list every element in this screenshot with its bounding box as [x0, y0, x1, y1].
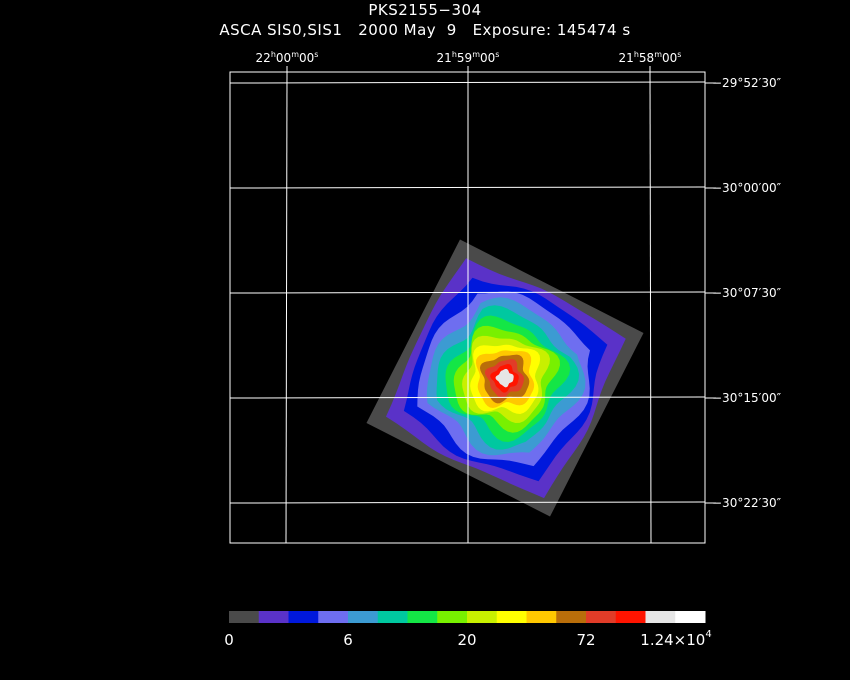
intensity-rings [366, 239, 644, 517]
y-tick-labels: −29°52′30″ −30°00′00″ −30°07′30″ −30°15′00″… [705, 76, 782, 510]
colorbar-swatch [407, 611, 438, 623]
colorbar-swatch [526, 611, 557, 623]
y-tick-label: −30°00′00″ [712, 181, 782, 195]
coordinate-grid [229, 71, 706, 544]
colorbar [229, 611, 706, 623]
colorbar-tick-label: 0 [224, 631, 234, 649]
colorbar-swatch [377, 611, 408, 623]
grid-line-dec [229, 291, 706, 294]
colorbar-swatch [258, 611, 289, 623]
colorbar-swatch [437, 611, 468, 623]
grid-line-ra [649, 71, 652, 544]
colorbar-tick-label: 72 [576, 631, 595, 649]
grid-line-dec [229, 501, 706, 504]
chart-subtitle: ASCA SIS0,SIS1 2000 May 9 Exposure: 1454… [0, 21, 850, 39]
colorbar-swatch [645, 611, 676, 623]
x-tick-label: 21h59m00s [437, 50, 500, 65]
colorbar-swatch [586, 611, 617, 623]
x-tick-labels: 22h00m00s 21h59m00s 21h58m00s [256, 50, 682, 72]
colorbar-tick-label: 1.24×104 [640, 629, 711, 649]
x-tick-label: 21h58m00s [619, 50, 682, 65]
x-tick-label: 22h00m00s [256, 50, 319, 65]
y-tick-label: −30°07′30″ [712, 286, 782, 300]
grid-line-dec [229, 396, 706, 399]
grid-line-dec [229, 186, 706, 189]
colorbar-swatch [675, 611, 706, 623]
colorbar-tick-labels: 0 6 20 72 1.24×104 [224, 629, 711, 649]
colorbar-tick-label: 6 [343, 631, 353, 649]
colorbar-swatch [348, 611, 379, 623]
subtitle-instrument: ASCA SIS0,SIS1 [219, 21, 343, 39]
colorbar-swatch [229, 611, 260, 623]
y-tick-label: −29°52′30″ [712, 76, 782, 90]
subtitle-exposure: Exposure: 145474 s [472, 21, 631, 39]
colorbar-swatch [556, 611, 587, 623]
colorbar-swatch [615, 611, 646, 623]
xray-image [366, 239, 644, 517]
colorbar-swatch [288, 611, 319, 623]
intensity-level [495, 368, 514, 388]
grid-line-ra [285, 71, 288, 544]
colorbar-swatch [467, 611, 498, 623]
y-tick-label: −30°15′00″ [712, 391, 782, 405]
y-tick-label: −30°22′30″ [712, 496, 782, 510]
colorbar-swatch [318, 611, 349, 623]
colorbar-swatch [496, 611, 527, 623]
subtitle-date: 2000 May 9 [358, 21, 457, 39]
grid-line-dec [229, 81, 706, 84]
chart-title: PKS2155−304 [368, 1, 482, 19]
colorbar-tick-label: 20 [457, 631, 476, 649]
